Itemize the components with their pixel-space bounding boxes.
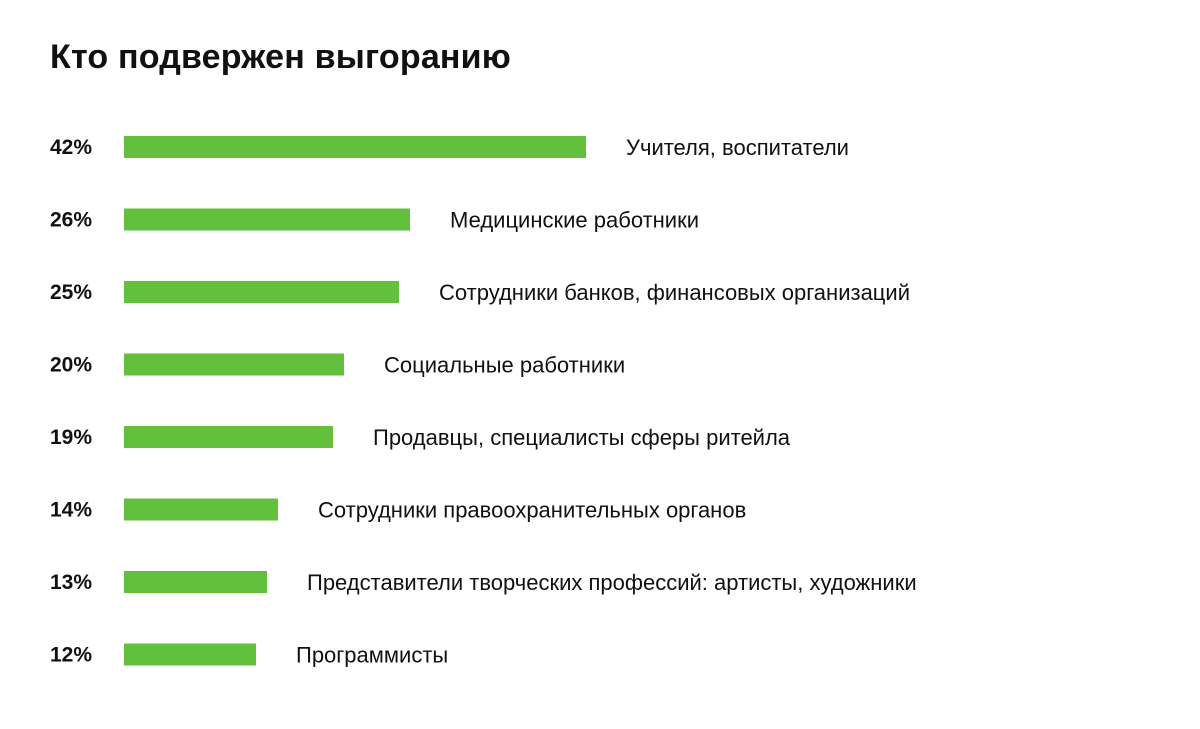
category-label: Представители творческих профессий: арти…: [307, 570, 917, 595]
bar: [124, 498, 278, 521]
category-label: Сотрудники банков, финансовых организаци…: [439, 280, 910, 305]
value-label: 12%: [50, 644, 92, 667]
chart-title: Кто подвержен выгоранию: [50, 38, 512, 76]
bar: [124, 643, 256, 666]
value-label: 42%: [50, 136, 92, 159]
value-label: 19%: [50, 426, 92, 449]
category-label: Программисты: [296, 643, 448, 668]
bar: [124, 136, 586, 158]
bar: [124, 571, 267, 593]
bar: [124, 353, 344, 376]
category-label: Сотрудники правоохранительных органов: [318, 498, 746, 523]
value-label: 26%: [50, 209, 92, 232]
value-label: 20%: [50, 354, 92, 377]
category-label: Медицинские работники: [450, 208, 699, 233]
value-label: 14%: [50, 499, 92, 522]
value-label: 25%: [50, 281, 92, 304]
bar: [124, 426, 333, 448]
bar: [124, 208, 410, 231]
bar: [124, 281, 399, 303]
category-label: Продавцы, специалисты сферы ритейла: [373, 425, 791, 450]
category-label: Учителя, воспитатели: [626, 135, 849, 160]
value-label: 13%: [50, 571, 92, 594]
category-label: Социальные работники: [384, 353, 625, 378]
